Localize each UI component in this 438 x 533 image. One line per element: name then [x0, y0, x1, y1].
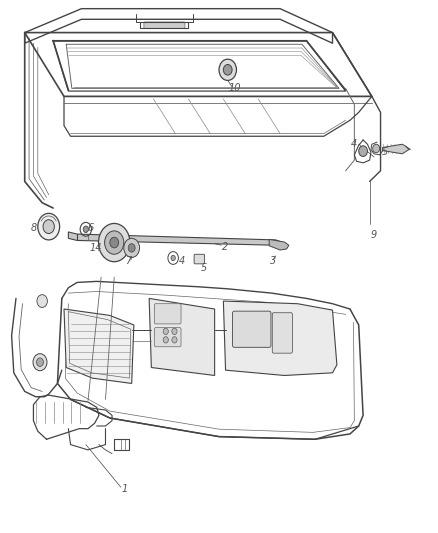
Circle shape	[37, 295, 47, 308]
Polygon shape	[64, 309, 134, 383]
Circle shape	[359, 146, 367, 157]
FancyBboxPatch shape	[144, 22, 185, 28]
Polygon shape	[383, 144, 409, 154]
Text: 10: 10	[228, 83, 240, 93]
Circle shape	[171, 255, 175, 261]
Text: 14: 14	[90, 243, 102, 253]
Polygon shape	[269, 239, 289, 250]
Circle shape	[172, 337, 177, 343]
FancyBboxPatch shape	[194, 254, 205, 264]
Text: 5: 5	[201, 263, 207, 273]
Polygon shape	[68, 232, 280, 247]
Polygon shape	[223, 301, 337, 375]
Circle shape	[124, 238, 140, 257]
Text: 9: 9	[371, 230, 377, 240]
FancyBboxPatch shape	[154, 328, 181, 347]
FancyBboxPatch shape	[272, 313, 292, 353]
Polygon shape	[149, 298, 215, 375]
Text: 4: 4	[351, 139, 357, 149]
Circle shape	[99, 223, 130, 262]
Circle shape	[33, 354, 47, 370]
Text: 3: 3	[270, 256, 277, 266]
FancyBboxPatch shape	[233, 311, 271, 348]
Circle shape	[128, 244, 135, 252]
Circle shape	[83, 226, 88, 232]
Circle shape	[163, 328, 168, 335]
Circle shape	[110, 237, 119, 248]
Text: 6: 6	[87, 223, 93, 233]
Text: 4: 4	[179, 256, 185, 266]
Text: 5: 5	[382, 147, 388, 157]
Text: 1: 1	[122, 484, 128, 494]
Circle shape	[373, 144, 380, 153]
Circle shape	[172, 328, 177, 335]
Circle shape	[105, 231, 124, 254]
Text: 7: 7	[126, 256, 132, 266]
Circle shape	[36, 358, 43, 367]
Circle shape	[38, 213, 60, 240]
Circle shape	[43, 220, 54, 233]
Text: 2: 2	[223, 242, 229, 252]
Text: 8: 8	[30, 223, 36, 233]
Circle shape	[223, 64, 232, 75]
Circle shape	[219, 59, 237, 80]
FancyBboxPatch shape	[154, 304, 181, 324]
Circle shape	[163, 337, 168, 343]
